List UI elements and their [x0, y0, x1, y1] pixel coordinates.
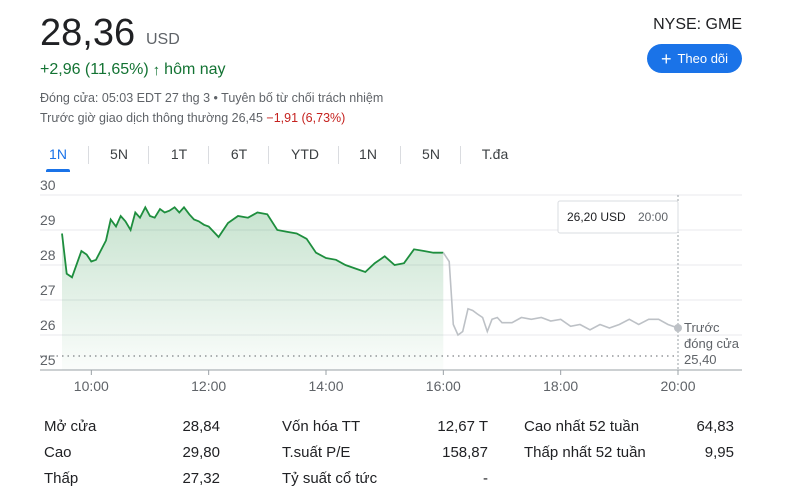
x-tick-label: 20:00: [660, 378, 695, 394]
stats-row: Mở cửa 28,84 Vốn hóa TT 12,67 T Cao nhất 52 …: [44, 418, 744, 444]
stats-row: Cao 29,80 T.suất P/E 158,87 Thấp nhất 52 tuầ…: [44, 444, 744, 470]
tab-separator: [148, 146, 149, 164]
stats-row: Thấp 27,32 Tỷ suất cổ tức -: [44, 470, 744, 496]
close-info: Đóng cửa: 05:03 EDT 27 thg 3 • Tuyên bố …: [40, 91, 384, 105]
tab-range-5[interactable]: 1N: [359, 146, 377, 162]
tab-separator: [88, 146, 89, 164]
premarket-label: Trước giờ giao dịch thông thường 26,45: [40, 111, 263, 125]
tab-range-4[interactable]: YTD: [291, 146, 319, 162]
stat-value: -: [483, 470, 488, 487]
tab-separator: [460, 146, 461, 164]
tab-separator: [268, 146, 269, 164]
tab-range-1[interactable]: 5N: [110, 146, 128, 162]
stat-label: Tỷ suất cổ tức: [282, 470, 378, 487]
y-tick-label: 26: [40, 317, 56, 333]
stat-value: 12,67 T: [437, 418, 488, 435]
stat-label: Cao nhất 52 tuần: [524, 418, 640, 435]
tab-separator: [338, 146, 339, 164]
follow-button[interactable]: + Theo dõi: [647, 44, 742, 73]
tab-range-7[interactable]: T.đa: [481, 146, 509, 162]
cursor-dot: [674, 324, 682, 332]
tooltip-time: 20:00: [638, 210, 668, 224]
previous-close-label-line: 25,40: [684, 352, 717, 367]
arrow-up-icon: ↑: [152, 61, 161, 79]
extended-series-line: [442, 252, 679, 337]
stat-label: Vốn hóa TT: [282, 418, 361, 435]
y-tick-label: 30: [40, 180, 56, 193]
stat-value: 9,95: [704, 444, 734, 461]
change-value: +2,96 (11,65%): [40, 61, 149, 78]
tooltip: 26,20 USD 20:00: [557, 200, 679, 234]
y-axis: 25 26 27 28 29 30: [40, 180, 56, 368]
ticker-symbol: NYSE: GME: [653, 16, 742, 33]
y-tick-label: 28: [40, 247, 56, 263]
x-tick-label: 14:00: [308, 378, 343, 394]
tab-range-6[interactable]: 5N: [422, 146, 440, 162]
stats-table: Mở cửa 28,84 Vốn hóa TT 12,67 T Cao nhất 52 …: [44, 418, 744, 496]
tab-separator: [400, 146, 401, 164]
price-chart: 25 26 27 28 29 30 10:00 12:00 14:00 16:00 18:00 20…: [40, 180, 742, 394]
tooltip-value: 26,20 USD: [567, 210, 626, 224]
stat-label: Thấp nhất 52 tuần: [524, 444, 646, 461]
premarket-info: Trước giờ giao dịch thông thường 26,45 −…: [40, 111, 345, 125]
y-tick-label: 29: [40, 212, 56, 228]
stat-value: 64,83: [696, 418, 734, 435]
change-suffix: hôm nay: [164, 61, 226, 78]
stat-label: T.suất P/E: [282, 444, 351, 461]
stat-value: 29,80: [182, 444, 220, 461]
x-axis: 10:00 12:00 14:00 16:00 18:00 20:00: [74, 370, 696, 394]
regular-series-line: [61, 205, 444, 279]
tab-range-0[interactable]: 1N: [40, 140, 76, 172]
plus-icon: +: [660, 48, 672, 69]
stat-value: 28,84: [182, 418, 220, 435]
y-tick-label: 25: [40, 352, 56, 368]
follow-label: Theo dõi: [677, 51, 729, 66]
tab-range-3[interactable]: 6T: [230, 146, 248, 162]
x-tick-label: 12:00: [191, 378, 226, 394]
premarket-change: −1,91 (6,73%): [266, 111, 346, 125]
stat-value: 158,87: [442, 444, 488, 461]
stat-label: Cao: [44, 444, 72, 461]
current-price: 28,36: [40, 12, 136, 54]
previous-close-label-line: Trước: [684, 320, 720, 335]
tab-range-2[interactable]: 1T: [170, 146, 188, 162]
tooltip-box: [557, 200, 679, 234]
regular-area-fill: [62, 207, 444, 370]
x-tick-label: 16:00: [426, 378, 461, 394]
y-tick-label: 27: [40, 282, 56, 298]
stat-label: Thấp: [44, 470, 79, 487]
tab-separator: [208, 146, 209, 164]
price-change: +2,96 (11,65%) ↑ hôm nay: [40, 61, 226, 79]
stat-value: 27,32: [182, 470, 220, 487]
x-tick-label: 18:00: [543, 378, 578, 394]
x-tick-label: 10:00: [74, 378, 109, 394]
previous-close-label-line: đóng cửa: [684, 336, 740, 351]
currency-label: USD: [146, 31, 180, 48]
stat-label: Mở cửa: [44, 418, 97, 435]
